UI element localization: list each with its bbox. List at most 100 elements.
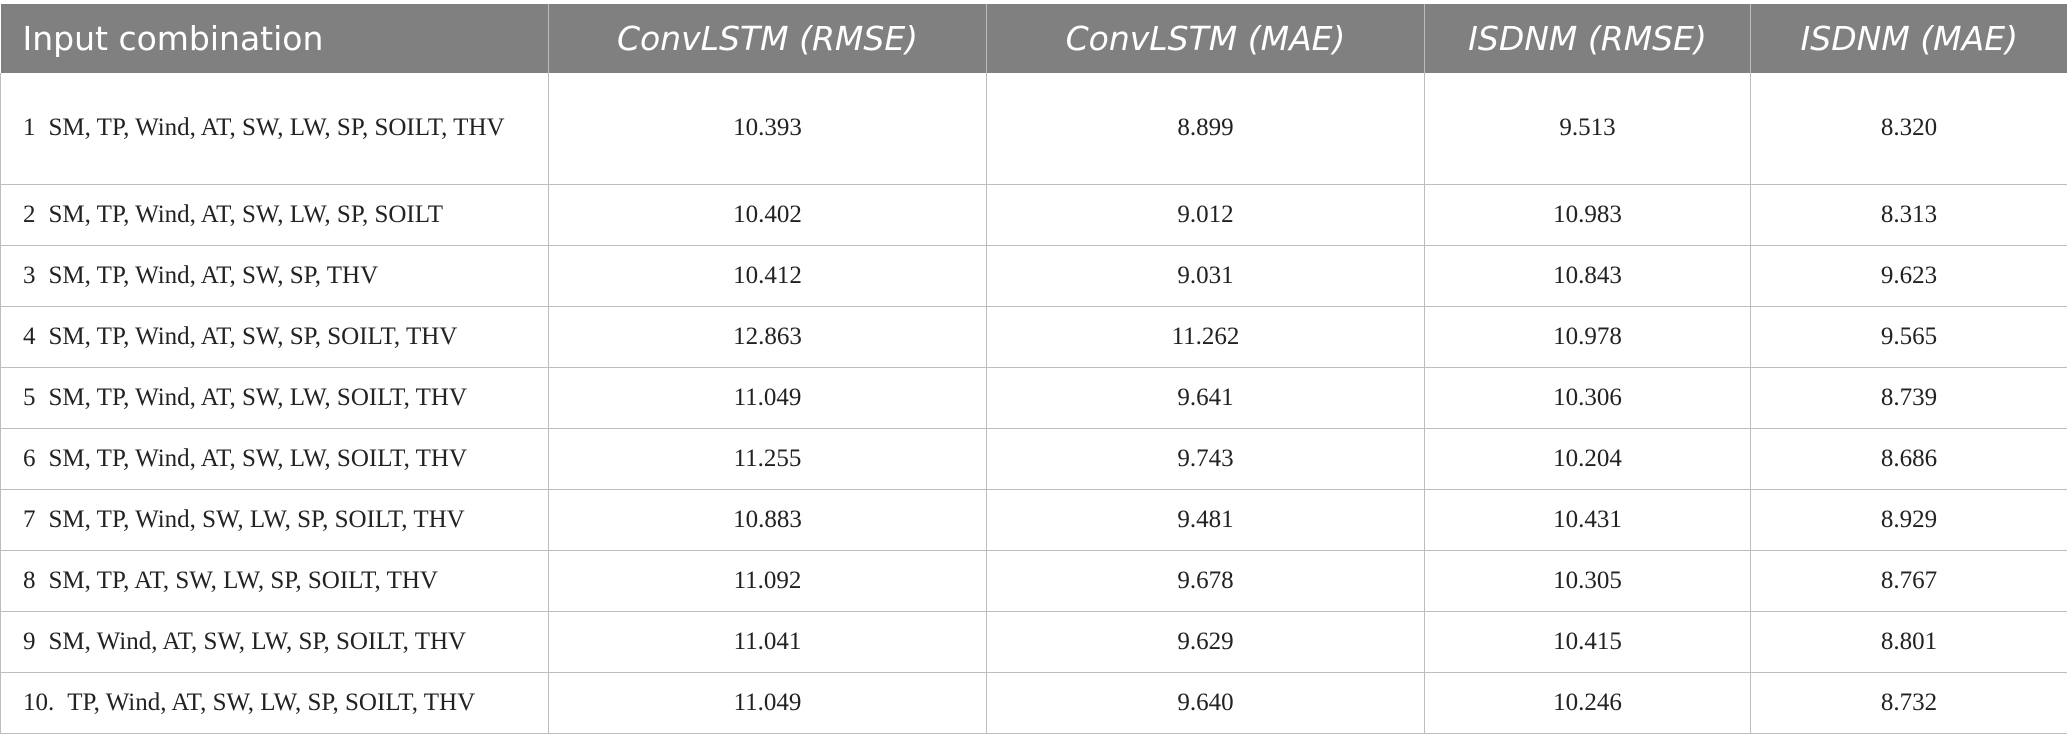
input-variables: SM, TP, AT, SW, LW, SP, SOILT, THV xyxy=(48,566,438,594)
row-number: 6 xyxy=(23,444,36,472)
input-combination: 6 SM, TP, Wind, AT, SW, LW, SOILT, THV xyxy=(23,434,534,484)
row-number: 10. xyxy=(23,688,55,716)
input-variables: SM, Wind, AT, SW, LW, SP, SOILT, THV xyxy=(48,627,467,655)
input-combination: 2 SM, TP, Wind, AT, SW, LW, SP, SOILT xyxy=(23,190,534,240)
header-model-label: ConvLSTM xyxy=(1065,19,1238,58)
convlstm-rmse-cell: 11.255 xyxy=(548,428,987,490)
header-model-label: ISDNM xyxy=(1800,19,1910,58)
convlstm-rmse-cell: 10.883 xyxy=(548,489,987,551)
input-combination-cell: 6 SM, TP, Wind, AT, SW, LW, SOILT, THV xyxy=(0,428,549,490)
isdnm-mae-cell: 9.623 xyxy=(1750,245,2067,307)
convlstm-rmse-cell: 10.393 xyxy=(548,73,987,185)
table-row: 2 SM, TP, Wind, AT, SW, LW, SP, SOILT 10.… xyxy=(0,184,2067,246)
input-combination-cell: 2 SM, TP, Wind, AT, SW, LW, SP, SOILT xyxy=(0,184,549,246)
input-variables: SM, TP, Wind, AT, SW, LW, SOILT, THV xyxy=(48,444,468,472)
row-number: 9 xyxy=(23,627,36,655)
table-body: 1 SM, TP, Wind, AT, SW, LW, SP, SOILT, TH… xyxy=(0,73,2067,734)
convlstm-mae-cell: 9.012 xyxy=(986,184,1425,246)
convlstm-mae-cell: 9.678 xyxy=(986,550,1425,612)
convlstm-mae-cell: 9.629 xyxy=(986,611,1425,673)
convlstm-rmse-cell: 11.049 xyxy=(548,367,987,429)
convlstm-rmse-cell: 12.863 xyxy=(548,306,987,368)
row-number: 3 xyxy=(23,261,36,289)
input-combination: 10. TP, Wind, AT, SW, LW, SP, SOILT, THV xyxy=(23,678,534,728)
row-number: 4 xyxy=(23,322,36,350)
isdnm-rmse-cell: 10.415 xyxy=(1424,611,1751,673)
convlstm-rmse-cell: 10.412 xyxy=(548,245,987,307)
input-combination: 7 SM, TP, Wind, SW, LW, SP, SOILT, THV xyxy=(23,495,534,545)
isdnm-rmse-cell: 10.843 xyxy=(1424,245,1751,307)
convlstm-mae-cell: 9.640 xyxy=(986,672,1425,734)
input-combination: 3 SM, TP, Wind, AT, SW, SP, THV xyxy=(23,251,534,301)
input-combination-cell: 3 SM, TP, Wind, AT, SW, SP, THV xyxy=(0,245,549,307)
input-combination-cell: 7 SM, TP, Wind, SW, LW, SP, SOILT, THV xyxy=(0,489,549,551)
convlstm-mae-cell: 9.481 xyxy=(986,489,1425,551)
row-number: 2 xyxy=(23,200,36,228)
row-number: 7 xyxy=(23,505,36,533)
header-isdnm-rmse: ISDNM (RMSE) xyxy=(1424,4,1751,73)
convlstm-rmse-cell: 11.041 xyxy=(548,611,987,673)
convlstm-mae-cell: 8.899 xyxy=(986,73,1425,185)
input-combination-cell: 1 SM, TP, Wind, AT, SW, LW, SP, SOILT, TH… xyxy=(0,73,549,185)
isdnm-rmse-cell: 10.978 xyxy=(1424,306,1751,368)
isdnm-rmse-cell: 10.431 xyxy=(1424,489,1751,551)
input-variables: TP, Wind, AT, SW, LW, SP, SOILT, THV xyxy=(67,688,476,716)
isdnm-mae-cell: 8.739 xyxy=(1750,367,2067,429)
input-combination: 8 SM, TP, AT, SW, LW, SP, SOILT, THV xyxy=(23,556,534,606)
table-row: 4 SM, TP, Wind, AT, SW, SP, SOILT, THV 12… xyxy=(0,306,2067,368)
header-model-label: ConvLSTM xyxy=(616,19,789,58)
header-metric-label: (RMSE) xyxy=(799,19,919,58)
convlstm-rmse-cell: 11.049 xyxy=(548,672,987,734)
row-number: 5 xyxy=(23,383,36,411)
results-table: Input combination ConvLSTM (RMSE) ConvLS… xyxy=(0,4,2067,734)
header-isdnm-mae: ISDNM (MAE) xyxy=(1750,4,2067,73)
table-header: Input combination ConvLSTM (RMSE) ConvLS… xyxy=(0,4,2067,73)
row-number: 8 xyxy=(23,566,36,594)
isdnm-rmse-cell: 9.513 xyxy=(1424,73,1751,185)
convlstm-mae-cell: 11.262 xyxy=(986,306,1425,368)
input-variables: SM, TP, Wind, AT, SW, SP, SOILT, THV xyxy=(48,322,458,350)
isdnm-mae-cell: 8.801 xyxy=(1750,611,2067,673)
convlstm-mae-cell: 9.031 xyxy=(986,245,1425,307)
input-variables: SM, TP, Wind, AT, SW, LW, SP, SOILT xyxy=(48,200,443,228)
header-metric-label: (MAE) xyxy=(1920,19,2018,58)
input-combination-cell: 9 SM, Wind, AT, SW, LW, SP, SOILT, THV xyxy=(0,611,549,673)
table-row: 7 SM, TP, Wind, SW, LW, SP, SOILT, THV 10… xyxy=(0,489,2067,551)
table-row: 6 SM, TP, Wind, AT, SW, LW, SOILT, THV 11… xyxy=(0,428,2067,490)
input-combination: 5 SM, TP, Wind, AT, SW, LW, SOILT, THV xyxy=(23,373,534,423)
input-variables: SM, TP, Wind, AT, SW, LW, SOILT, THV xyxy=(48,383,468,411)
table-row: 8 SM, TP, AT, SW, LW, SP, SOILT, THV 11.0… xyxy=(0,550,2067,612)
header-row: Input combination ConvLSTM (RMSE) ConvLS… xyxy=(0,4,2067,73)
table-row: 3 SM, TP, Wind, AT, SW, SP, THV 10.412 9.… xyxy=(0,245,2067,307)
header-metric-label: (RMSE) xyxy=(1587,19,1707,58)
isdnm-rmse-cell: 10.306 xyxy=(1424,367,1751,429)
input-combination: 4 SM, TP, Wind, AT, SW, SP, SOILT, THV xyxy=(23,312,534,362)
input-combination-cell: 4 SM, TP, Wind, AT, SW, SP, SOILT, THV xyxy=(0,306,549,368)
header-metric-label: (MAE) xyxy=(1247,19,1346,58)
isdnm-mae-cell: 8.320 xyxy=(1750,73,2067,185)
isdnm-mae-cell: 9.565 xyxy=(1750,306,2067,368)
isdnm-mae-cell: 8.929 xyxy=(1750,489,2067,551)
input-variables: SM, TP, Wind, SW, LW, SP, SOILT, THV xyxy=(48,505,465,533)
header-convlstm-mae: ConvLSTM (MAE) xyxy=(986,4,1425,73)
isdnm-rmse-cell: 10.305 xyxy=(1424,550,1751,612)
input-combination-cell: 8 SM, TP, AT, SW, LW, SP, SOILT, THV xyxy=(0,550,549,612)
convlstm-rmse-cell: 10.402 xyxy=(548,184,987,246)
convlstm-mae-cell: 9.743 xyxy=(986,428,1425,490)
input-combination: 9 SM, Wind, AT, SW, LW, SP, SOILT, THV xyxy=(23,617,534,667)
header-input-combination: Input combination xyxy=(0,4,549,73)
isdnm-mae-cell: 8.686 xyxy=(1750,428,2067,490)
convlstm-rmse-cell: 11.092 xyxy=(548,550,987,612)
input-combination-cell: 5 SM, TP, Wind, AT, SW, LW, SOILT, THV xyxy=(0,367,549,429)
isdnm-mae-cell: 8.767 xyxy=(1750,550,2067,612)
header-model-label: ISDNM xyxy=(1468,19,1578,58)
input-combination-cell: 10. TP, Wind, AT, SW, LW, SP, SOILT, THV xyxy=(0,672,549,734)
input-variables: SM, TP, Wind, AT, SW, SP, THV xyxy=(48,261,379,289)
table-row: 1 SM, TP, Wind, AT, SW, LW, SP, SOILT, TH… xyxy=(0,73,2067,185)
header-convlstm-rmse: ConvLSTM (RMSE) xyxy=(548,4,987,73)
input-combination: 1 SM, TP, Wind, AT, SW, LW, SP, SOILT, TH… xyxy=(23,103,534,153)
table-row: 9 SM, Wind, AT, SW, LW, SP, SOILT, THV 11… xyxy=(0,611,2067,673)
table-row: 5 SM, TP, Wind, AT, SW, LW, SOILT, THV 11… xyxy=(0,367,2067,429)
table-row: 10. TP, Wind, AT, SW, LW, SP, SOILT, THV … xyxy=(0,672,2067,734)
isdnm-mae-cell: 8.313 xyxy=(1750,184,2067,246)
